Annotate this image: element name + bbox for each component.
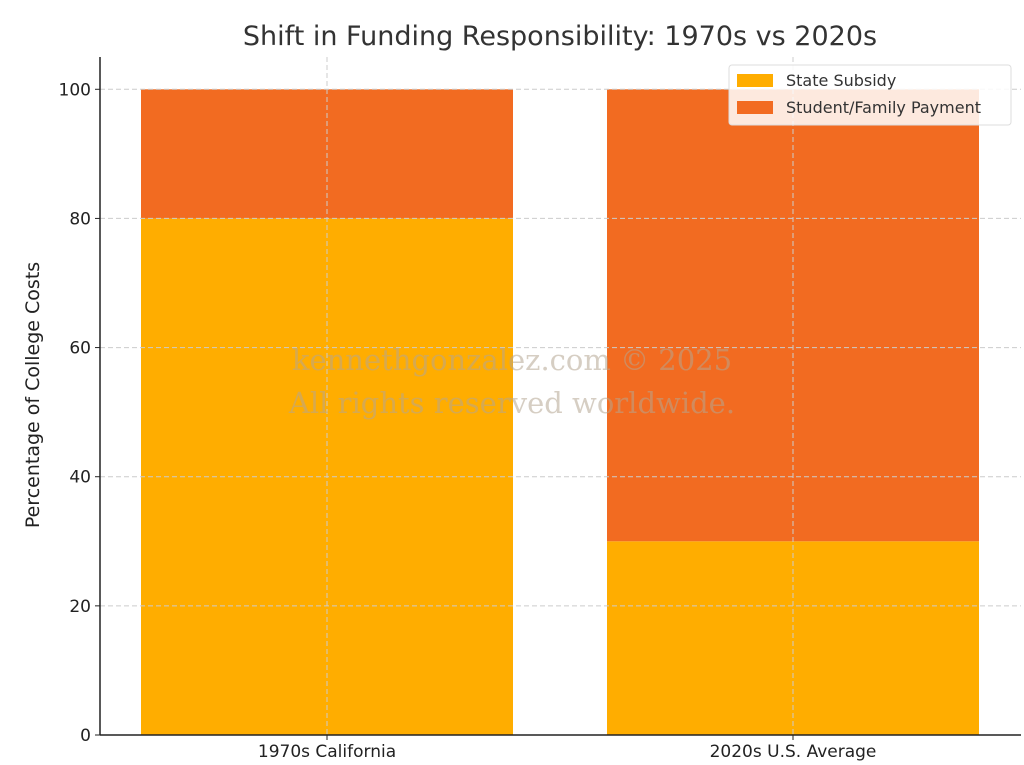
y-tick-label-2: 40 (69, 468, 91, 488)
y-tick-label-4: 80 (69, 209, 91, 229)
chart-title: Shift in Funding Responsibility: 1970s v… (243, 21, 877, 52)
legend-label-0: State Subsidy (786, 71, 896, 90)
legend-label-1: Student/Family Payment (786, 98, 981, 117)
legend-swatch-1 (737, 101, 773, 114)
y-axis-label: Percentage of College Costs (22, 262, 44, 528)
watermark: kennethgonzalez.com © 2025 All rights re… (288, 343, 735, 420)
tick-labels: 0 20 40 60 80 100 1970s California 2020s U.S. A… (59, 80, 877, 762)
x-tick-label-1: 2020s U.S. Average (710, 742, 877, 762)
y-tick-label-0: 0 (80, 726, 91, 746)
legend: State Subsidy Student/Family Payment (728, 64, 1012, 126)
y-tick-label-5: 100 (59, 80, 91, 100)
axes (95, 57, 1021, 740)
watermark-line-2: All rights reserved worldwide. (288, 386, 735, 420)
legend-box (728, 64, 1012, 126)
x-tick-label-0: 1970s California (258, 742, 396, 762)
legend-swatch-0 (737, 74, 773, 87)
y-tick-label-3: 60 (69, 339, 91, 359)
y-tick-label-1: 20 (69, 597, 91, 617)
watermark-line-1: kennethgonzalez.com © 2025 (292, 343, 732, 377)
